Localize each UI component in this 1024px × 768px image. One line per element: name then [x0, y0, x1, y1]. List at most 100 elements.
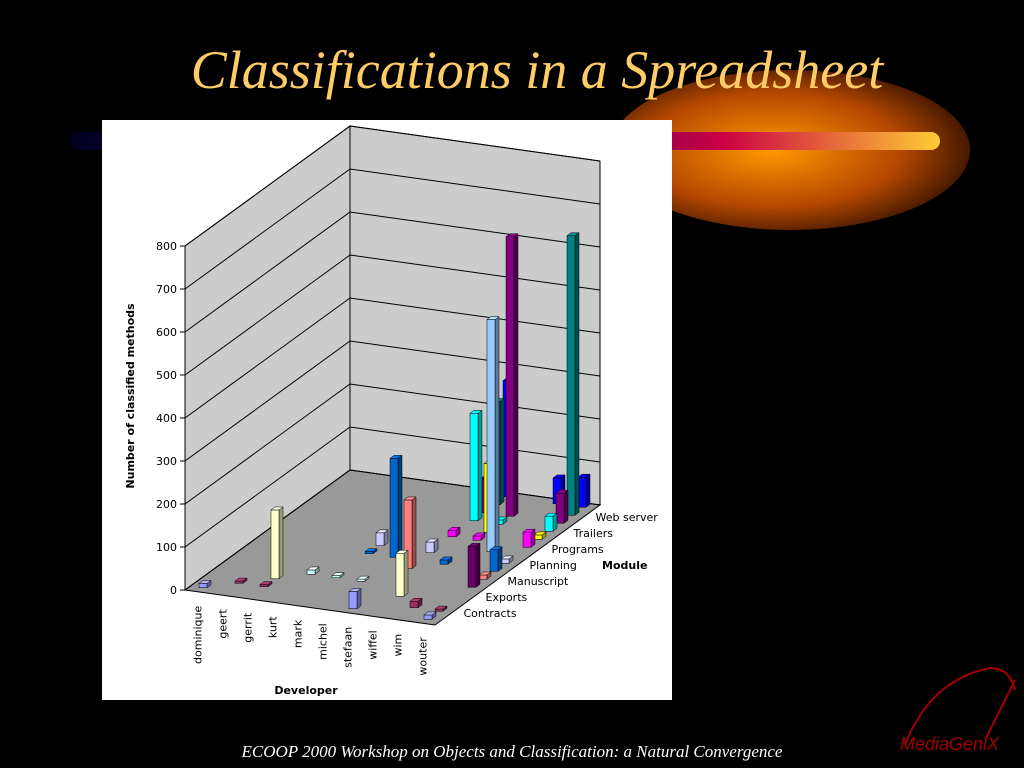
- bar: [505, 233, 519, 517]
- z-tick-label: Planning: [530, 559, 577, 572]
- z-tick-label: Manuscript: [508, 575, 570, 588]
- y-tick-label: 800: [156, 240, 177, 253]
- y-tick-label: 700: [156, 283, 177, 296]
- bar-front: [544, 515, 554, 532]
- bar: [447, 526, 461, 538]
- bar-top: [389, 455, 403, 459]
- bar: [306, 566, 320, 575]
- bar-front: [348, 591, 358, 609]
- bar-top: [486, 316, 500, 320]
- bar-side: [356, 588, 362, 610]
- y-tick-label: 200: [156, 498, 177, 511]
- bar-side: [411, 496, 417, 570]
- bar-top: [505, 233, 519, 237]
- bar-side: [494, 316, 500, 553]
- bar: [577, 473, 591, 508]
- y-tick-label: 100: [156, 541, 177, 554]
- bar-front: [566, 235, 576, 516]
- bar: [472, 532, 486, 541]
- bar: [469, 409, 483, 522]
- bar-top: [555, 489, 569, 494]
- bar-top: [270, 506, 284, 511]
- bar: [489, 546, 503, 572]
- logo-arc: [904, 666, 1016, 746]
- x-tick-label: gerrit: [242, 612, 255, 643]
- bar: [522, 528, 536, 548]
- bar-top: [423, 611, 437, 616]
- bar-top: [403, 496, 417, 501]
- bar-top: [447, 527, 461, 531]
- bar-front: [423, 614, 433, 620]
- bar-top: [306, 566, 320, 571]
- bar-top: [489, 546, 503, 550]
- bar-top: [522, 528, 536, 533]
- x-axis-label: Developer: [274, 684, 338, 697]
- z-tick-label: Exports: [486, 591, 528, 604]
- x-tick-label: kurt: [267, 616, 280, 639]
- x-tick-label: wouter: [417, 637, 430, 676]
- bar: [439, 556, 453, 565]
- bar: [348, 588, 362, 610]
- bar-front: [522, 531, 532, 548]
- bar-side: [475, 542, 481, 588]
- y-axis-label: Number of classified methods: [124, 303, 137, 489]
- bar-front: [389, 458, 399, 558]
- z-axis-label: Module: [602, 559, 647, 572]
- bar-front: [331, 575, 341, 578]
- bar-top: [234, 577, 248, 582]
- grid-line: [184, 168, 601, 290]
- bar: [467, 542, 481, 588]
- bar-front: [467, 546, 477, 588]
- bar-top: [439, 556, 453, 561]
- bar: [425, 538, 439, 554]
- bar-front: [486, 319, 496, 552]
- bar-side: [499, 398, 505, 506]
- y-tick-label: 400: [156, 412, 177, 425]
- bar-side: [497, 546, 503, 572]
- bar-top: [500, 555, 514, 560]
- grid-line: [184, 125, 601, 247]
- bar: [555, 489, 569, 524]
- bar-front: [198, 583, 208, 589]
- bar: [409, 597, 423, 609]
- slide-title: Classifications in a Spreadsheet: [191, 40, 885, 100]
- bar-side: [513, 233, 519, 517]
- bar: [434, 605, 448, 612]
- y-tick-label: 600: [156, 326, 177, 339]
- bar-side: [477, 409, 483, 522]
- x-tick-label: dominique: [192, 606, 205, 664]
- bar: [395, 549, 409, 597]
- bar: [259, 581, 273, 588]
- bar-front: [409, 601, 419, 608]
- bar-front: [306, 569, 316, 575]
- bar-top: [425, 538, 439, 543]
- bar: [234, 577, 248, 584]
- bar: [423, 611, 437, 620]
- bar-top: [467, 543, 481, 547]
- bar-side: [585, 473, 591, 508]
- bar: [375, 529, 389, 547]
- bar-top: [364, 548, 378, 552]
- bar-top: [198, 580, 212, 584]
- bar-top: [478, 571, 492, 576]
- bar-top: [356, 575, 370, 580]
- bar-top: [331, 572, 345, 576]
- x-tick-label: michel: [317, 623, 330, 660]
- bar-front: [472, 535, 482, 541]
- bar-top: [469, 410, 483, 414]
- bar: [566, 232, 580, 516]
- bar-front: [425, 541, 435, 553]
- footer: ECOOP 2000 Workshop on Objects and Class…: [241, 742, 783, 761]
- bar-front: [375, 532, 385, 546]
- bar: [478, 571, 492, 580]
- bar-front: [356, 578, 366, 582]
- bar-front: [270, 509, 280, 580]
- bar-top: [375, 529, 389, 534]
- z-tick-label: Contracts: [464, 607, 517, 620]
- chart: Number of classified methods Developer M…: [124, 125, 658, 697]
- bar-top: [533, 531, 547, 536]
- bar-top: [552, 474, 566, 479]
- bar-top: [472, 532, 486, 537]
- bar-side: [563, 489, 569, 524]
- bar-side: [403, 549, 409, 597]
